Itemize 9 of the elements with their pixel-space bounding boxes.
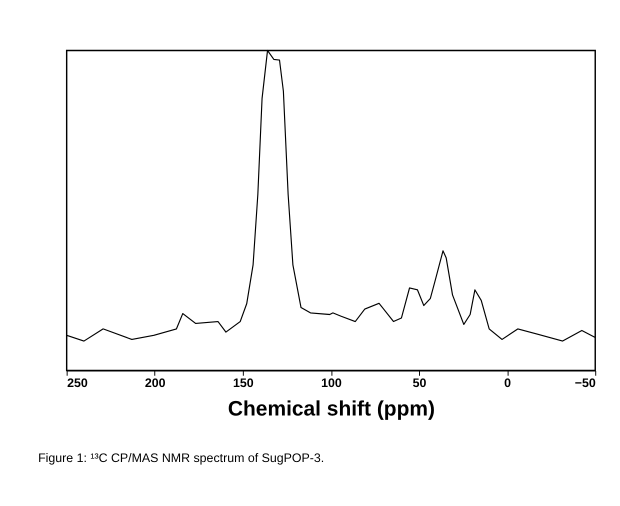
x-axis-title: Chemical shift (ppm)	[228, 398, 435, 421]
x-tick-label: 100	[321, 376, 342, 390]
x-tick-label: 250	[67, 376, 88, 390]
x-tick-label: 0	[504, 376, 512, 390]
x-tick-label: −50	[574, 376, 596, 390]
x-tick-label: 50	[412, 376, 427, 390]
caption: Figure 1: ¹³C CP/MAS NMR spectrum of SugPOP-3.	[38, 450, 324, 465]
x-tick-label: 150	[233, 376, 254, 390]
x-tick-label: 200	[144, 376, 166, 390]
